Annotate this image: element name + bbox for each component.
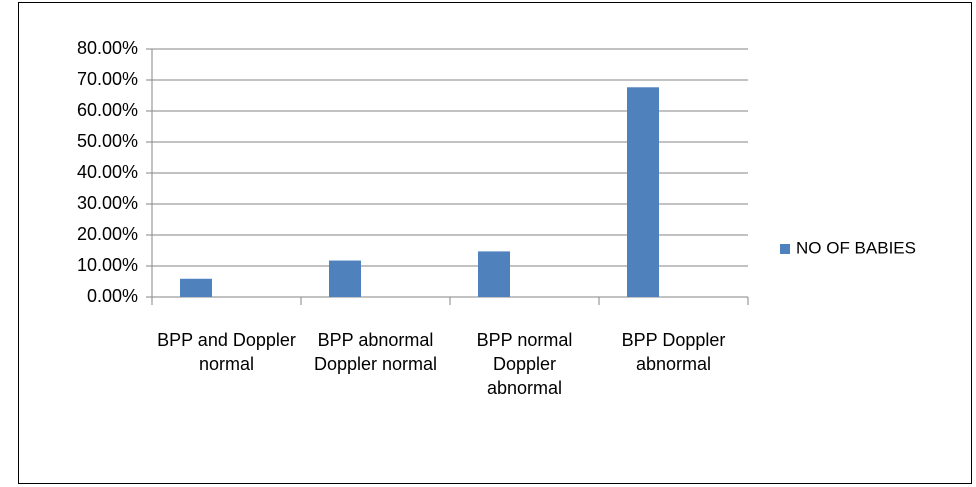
x-tick-label: BPP normal Doppler abnormal [476, 330, 573, 398]
bar [478, 251, 510, 297]
bar [180, 278, 212, 297]
legend-swatch [780, 244, 790, 254]
y-tick-label: 40.00% [77, 162, 138, 182]
y-tick-label: 60.00% [77, 100, 138, 120]
x-tick-label: BPP Doppler abnormal [621, 330, 726, 374]
y-tick-label: 0.00% [87, 286, 138, 306]
legend-label: NO OF BABIES [796, 238, 916, 257]
bar [329, 260, 361, 297]
y-tick-label: 10.00% [77, 255, 138, 275]
x-tick-label: BPP abnormal Doppler normal [313, 330, 438, 374]
x-tick-label: BPP and Doppler normal [157, 330, 296, 374]
y-tick-label: 50.00% [77, 131, 138, 151]
y-tick-label: 80.00% [77, 38, 138, 58]
y-tick-label: 70.00% [77, 69, 138, 89]
y-tick-label: 20.00% [77, 224, 138, 244]
chart-border [18, 2, 972, 484]
bar [627, 87, 659, 297]
y-tick-label: 30.00% [77, 193, 138, 213]
